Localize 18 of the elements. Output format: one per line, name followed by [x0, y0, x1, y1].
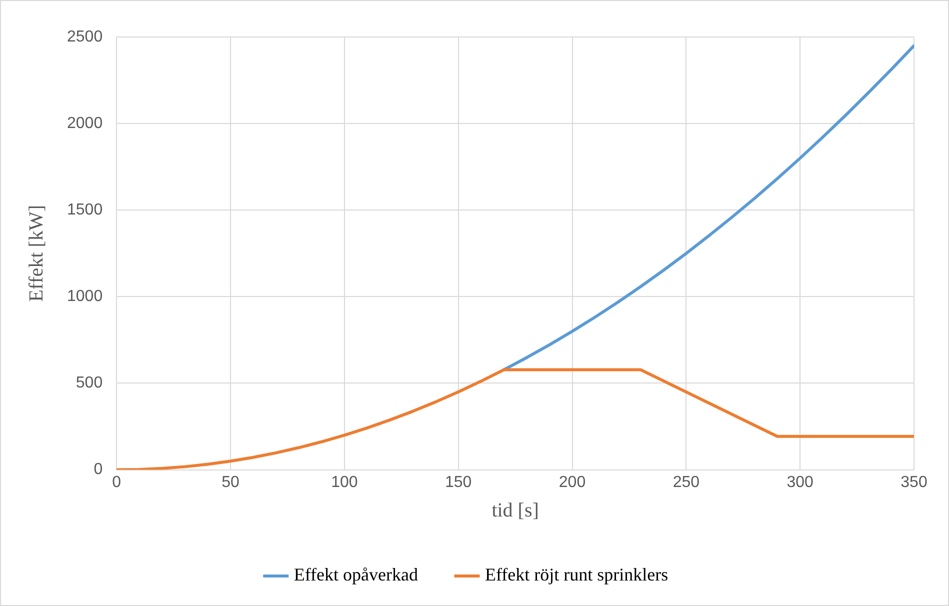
x-tick-label: 50: [222, 474, 240, 491]
y-tick-label: 1000: [67, 288, 103, 306]
y-tick-label: 1500: [67, 202, 103, 219]
x-tick-label: 200: [558, 474, 586, 491]
x-tick-label: 150: [444, 474, 472, 491]
y-tick-label: 2500: [67, 28, 103, 46]
legend-label: Effekt opåverkad: [294, 564, 418, 585]
x-tick-label: 0: [112, 474, 122, 491]
x-tick-label: 100: [331, 474, 358, 491]
y-tick-label: 500: [76, 374, 103, 392]
x-axis-title: tid [s]: [492, 499, 539, 522]
x-tick-label: 350: [900, 474, 928, 491]
y-tick-label: 0: [94, 461, 103, 478]
y-axis-title: Effekt [kW]: [25, 204, 48, 302]
x-tick-label: 300: [786, 474, 814, 491]
legend-label: Effekt röjt runt sprinklers: [484, 564, 668, 585]
x-tick-label: 250: [672, 474, 700, 491]
y-tick-label: 2000: [67, 114, 103, 132]
